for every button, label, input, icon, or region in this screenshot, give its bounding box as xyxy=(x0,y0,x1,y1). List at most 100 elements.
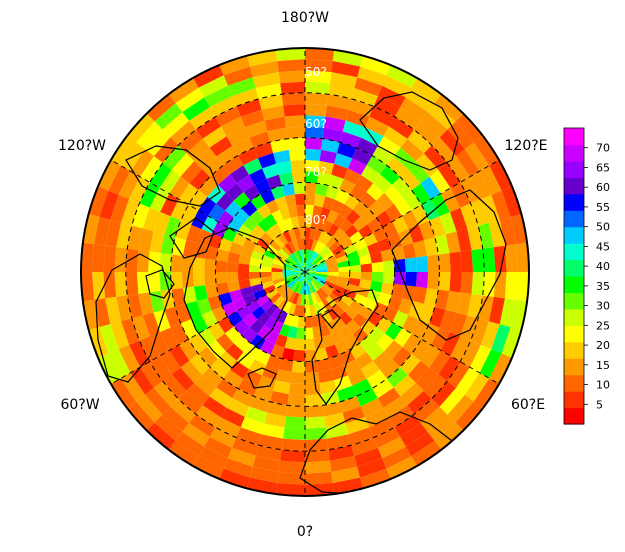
field-cell xyxy=(297,263,305,272)
field-cell xyxy=(281,183,295,197)
field-cell xyxy=(292,239,300,252)
field-cell xyxy=(319,380,337,395)
field-cell xyxy=(377,436,406,459)
field-cell xyxy=(450,336,471,362)
field-cell xyxy=(82,214,100,245)
field-cell xyxy=(182,286,197,304)
field-cell xyxy=(257,204,272,219)
field-cell xyxy=(282,230,293,243)
field-cell xyxy=(318,161,334,175)
field-cell xyxy=(331,163,348,179)
field-cell xyxy=(383,396,408,418)
field-cell xyxy=(125,248,139,272)
field-cell xyxy=(204,272,217,286)
colorbar-tick-label: 35 xyxy=(596,280,610,293)
field-cell xyxy=(343,168,361,185)
field-cell xyxy=(424,288,439,307)
field-cell xyxy=(385,322,402,341)
field-cell xyxy=(283,217,294,231)
field-cell xyxy=(380,359,400,379)
field-cell xyxy=(380,282,394,296)
colorbar-segment xyxy=(564,341,584,359)
field-cell xyxy=(305,249,308,261)
field-cell xyxy=(348,427,374,446)
field-cell xyxy=(460,203,479,229)
field-cell xyxy=(121,318,140,345)
graticule xyxy=(110,48,500,496)
field-cell xyxy=(287,278,298,288)
field-cell xyxy=(243,369,263,386)
field-cell xyxy=(170,120,196,146)
field-cell xyxy=(324,255,336,264)
field-cell xyxy=(318,287,329,299)
field-cell xyxy=(265,199,280,214)
field-cell xyxy=(324,116,346,132)
field-cell xyxy=(393,147,416,169)
field-cell xyxy=(159,350,181,375)
field-cell xyxy=(160,327,179,351)
field-cell xyxy=(153,381,179,407)
field-cell xyxy=(245,120,268,138)
field-cell xyxy=(168,78,199,104)
field-cell xyxy=(265,303,278,317)
field-cell xyxy=(384,340,403,360)
field-cell xyxy=(307,293,314,306)
field-cell xyxy=(456,367,480,395)
field-cell xyxy=(253,385,274,402)
field-cell xyxy=(149,162,172,188)
field-cell xyxy=(360,208,377,225)
field-cell xyxy=(489,353,512,384)
field-cell xyxy=(178,339,199,361)
field-cell xyxy=(322,251,335,261)
latitude-circle xyxy=(125,92,485,452)
field-cell xyxy=(149,356,172,382)
field-cell xyxy=(291,280,300,292)
field-cell xyxy=(456,292,472,316)
field-cell xyxy=(516,272,529,302)
field-cell xyxy=(346,250,360,261)
field-cell xyxy=(240,416,265,435)
field-cell xyxy=(138,228,154,252)
colorbar-segment xyxy=(564,144,584,162)
field-cell xyxy=(198,347,218,367)
field-cell xyxy=(208,322,225,341)
field-cell xyxy=(407,390,432,415)
field-cell xyxy=(193,272,206,287)
field-cell xyxy=(330,199,345,214)
coastline-svalbard xyxy=(321,309,341,329)
field-cell xyxy=(284,260,296,268)
field-cell xyxy=(427,254,440,272)
field-cell xyxy=(400,353,421,375)
field-cell xyxy=(360,272,373,281)
field-cell xyxy=(346,283,360,294)
field-cell xyxy=(440,188,461,212)
colorbar-segment xyxy=(564,292,584,310)
field-cell xyxy=(306,282,311,295)
field-cell xyxy=(223,155,244,175)
field-cell xyxy=(316,217,327,231)
field-cell xyxy=(385,203,402,222)
field-cell xyxy=(321,138,340,153)
field-cell xyxy=(352,378,373,397)
field-cell xyxy=(182,423,210,447)
field-cell xyxy=(305,81,330,95)
field-cell xyxy=(449,272,462,293)
field-cell xyxy=(227,280,241,293)
meridian-line xyxy=(304,271,500,385)
colorbar-tick-label: 15 xyxy=(596,359,610,372)
colorbar: 5 10 15 20 25 30 35 40 45 50 55 60 65 70 xyxy=(563,127,610,425)
field-cell xyxy=(345,109,370,128)
field-cell xyxy=(479,165,502,195)
field-cell xyxy=(331,61,361,78)
field-cell xyxy=(125,272,139,296)
field-cell xyxy=(363,297,378,312)
field-cell xyxy=(288,148,305,161)
field-cell xyxy=(257,311,271,326)
field-cell xyxy=(114,247,128,272)
field-cell xyxy=(291,360,305,373)
field-cell xyxy=(400,382,424,406)
field-cell xyxy=(249,466,279,483)
field-cell xyxy=(299,272,305,283)
colorbar-segment xyxy=(564,407,584,425)
field-cell xyxy=(310,252,319,264)
